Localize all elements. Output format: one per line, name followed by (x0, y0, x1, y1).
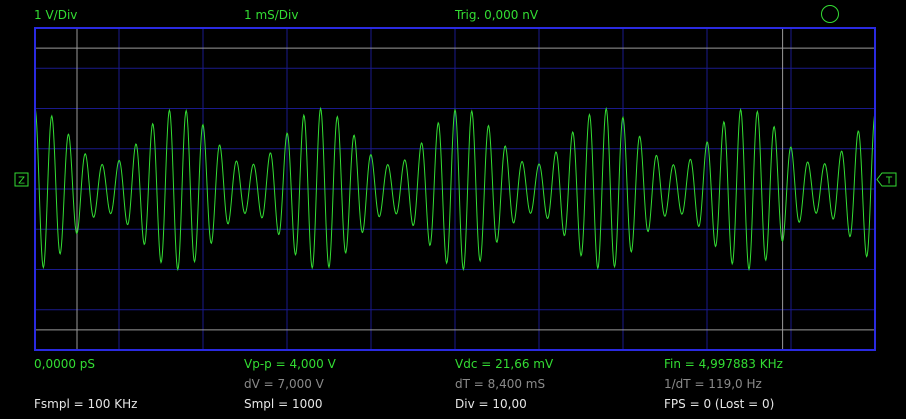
divisions-readout: Div = 10,00 (455, 397, 527, 411)
delta-t-readout: dT = 8,400 mS (455, 377, 546, 391)
vdc-readout: Vdc = 21,66 mV (455, 357, 554, 371)
run-status-indicator[interactable] (821, 5, 839, 23)
vpp-readout: Vp-p = 4,000 V (244, 357, 336, 371)
time-per-div-readout[interactable]: 1 mS/Div (244, 8, 299, 22)
trigger-marker-label: T (885, 176, 893, 187)
trigger-level-readout[interactable]: Trig. 0,000 nV (455, 8, 539, 22)
time-offset-readout: 0,0000 pS (34, 357, 96, 371)
cursor-lines (35, 28, 875, 350)
fin-readout: Fin = 4,997883 KHz (664, 357, 783, 371)
zero-marker-label: Z (18, 176, 25, 187)
sample-count-readout: Smpl = 1000 (244, 397, 323, 411)
waveform-trace (34, 106, 876, 272)
fps-readout: FPS = 0 (Lost = 0) (664, 397, 775, 411)
trigger-marker[interactable]: T (876, 172, 897, 187)
screen-border (34, 27, 876, 351)
zero-marker[interactable]: Z (14, 172, 29, 187)
grid (35, 28, 875, 350)
inverse-delta-t-readout: 1/dT = 119,0 Hz (664, 377, 762, 391)
sample-rate-readout: Fsmpl = 100 KHz (34, 397, 138, 411)
delta-v-readout: dV = 7,000 V (244, 377, 324, 391)
volts-per-div-readout[interactable]: 1 V/Div (34, 8, 78, 22)
